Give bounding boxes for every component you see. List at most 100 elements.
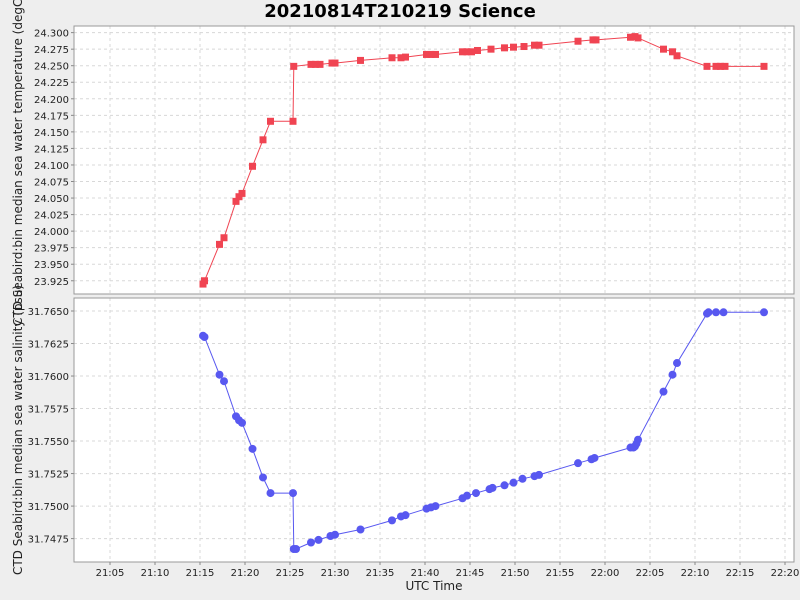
data-point	[314, 535, 323, 544]
x-tick-label: 22:20	[771, 568, 800, 579]
data-point	[574, 459, 582, 468]
y-tick-label: 31.7550	[28, 437, 69, 448]
y-tick-label: 31.7600	[28, 372, 69, 383]
data-point	[668, 370, 677, 379]
data-point	[463, 48, 471, 56]
data-point	[312, 60, 319, 68]
chart-panel-0: 23.925 23.950 23.975 24.000 24.025 24.050 24.0…	[11, 0, 795, 326]
data-point	[215, 370, 224, 379]
y-tick-label: 31.7625	[28, 340, 69, 351]
data-point	[500, 481, 509, 490]
data-point	[510, 43, 517, 51]
y-tick-label: 24.150	[34, 128, 69, 139]
plot-area	[74, 298, 794, 562]
y-tick-label: 31.7475	[28, 535, 69, 546]
data-point	[356, 525, 365, 534]
x-tick-label: 21:30	[321, 568, 350, 579]
data-point	[357, 56, 364, 64]
data-point	[574, 37, 582, 45]
data-point	[289, 117, 297, 125]
y-tick-label: 24.175	[34, 111, 69, 122]
data-point	[266, 489, 275, 498]
x-tick-label: 21:50	[501, 568, 530, 579]
data-point	[388, 54, 396, 62]
data-point	[220, 377, 228, 386]
x-tick-label: 21:45	[456, 568, 485, 579]
x-tick-label: 21:25	[276, 568, 305, 579]
data-point	[535, 41, 543, 49]
data-point	[238, 189, 246, 197]
x-tick-label: 22:15	[726, 568, 755, 579]
data-point	[721, 62, 729, 70]
data-point	[289, 489, 297, 498]
data-point	[431, 502, 440, 511]
y-tick-label: 24.000	[34, 227, 69, 238]
data-point	[267, 117, 274, 125]
data-point	[331, 59, 339, 67]
y-tick-label: 31.7525	[28, 470, 69, 481]
data-point	[660, 45, 667, 53]
x-tick-label: 21:05	[96, 568, 125, 579]
data-point	[520, 43, 528, 51]
data-point	[220, 234, 228, 242]
data-point	[627, 33, 634, 41]
data-point	[703, 62, 711, 70]
data-point	[427, 50, 435, 58]
data-point	[474, 46, 481, 54]
data-point	[331, 530, 339, 539]
plot-border	[73, 25, 795, 295]
data-point	[509, 478, 518, 487]
x-tick-label: 21:10	[141, 568, 170, 579]
y-tick-label: 24.050	[34, 194, 69, 205]
data-point	[592, 36, 600, 44]
y-tick-label: 24.275	[34, 45, 69, 56]
data-point	[388, 516, 396, 525]
data-point	[249, 162, 256, 170]
x-tick-label: 21:15	[186, 568, 215, 579]
x-tick-label: 21:55	[546, 568, 575, 579]
data-point	[397, 54, 405, 62]
series-line	[202, 36, 764, 285]
data-point	[760, 62, 768, 70]
data-point	[590, 453, 599, 462]
chart-title: 20210814T210219 Science	[264, 1, 536, 22]
y-tick-label: 23.975	[34, 244, 69, 255]
data-point	[307, 538, 315, 547]
data-point	[259, 136, 267, 144]
y-tick-label: 31.7500	[28, 502, 69, 513]
data-point	[712, 308, 720, 317]
x-tick-label: 22:10	[681, 568, 710, 579]
y-tick-label: 23.950	[34, 260, 69, 271]
data-point	[535, 470, 543, 479]
plot-area	[74, 26, 794, 294]
x-tick-label: 22:00	[591, 568, 620, 579]
data-point	[488, 483, 497, 492]
data-point	[290, 62, 298, 70]
y-tick-label: 24.300	[34, 29, 69, 40]
data-point	[201, 277, 208, 285]
data-point	[292, 544, 300, 553]
y-tick-label: 24.200	[34, 95, 69, 106]
data-point	[673, 359, 681, 368]
data-point	[259, 473, 267, 482]
y-tick-label: 24.225	[34, 78, 69, 89]
data-point	[518, 474, 527, 483]
x-axis-label: UTC Time	[406, 579, 463, 593]
data-point	[238, 418, 246, 427]
data-point	[307, 60, 315, 68]
data-point	[463, 491, 471, 500]
x-tick-label: 21:35	[366, 568, 395, 579]
data-point	[401, 511, 410, 520]
x-tick-label: 22:05	[636, 568, 665, 579]
data-point	[248, 444, 257, 453]
data-point	[487, 45, 495, 53]
data-point	[719, 308, 728, 317]
y-tick-label: 31.7650	[28, 307, 69, 318]
data-point	[634, 435, 642, 444]
y-axis-label: CTD Seabird:bin median sea water salinit…	[11, 285, 25, 575]
data-point	[432, 50, 439, 58]
chart-panel-1: 31.7475 31.7500 31.7525 31.7550 31.7575 31.76…	[11, 285, 795, 575]
data-point	[531, 41, 538, 49]
data-point	[200, 333, 209, 342]
